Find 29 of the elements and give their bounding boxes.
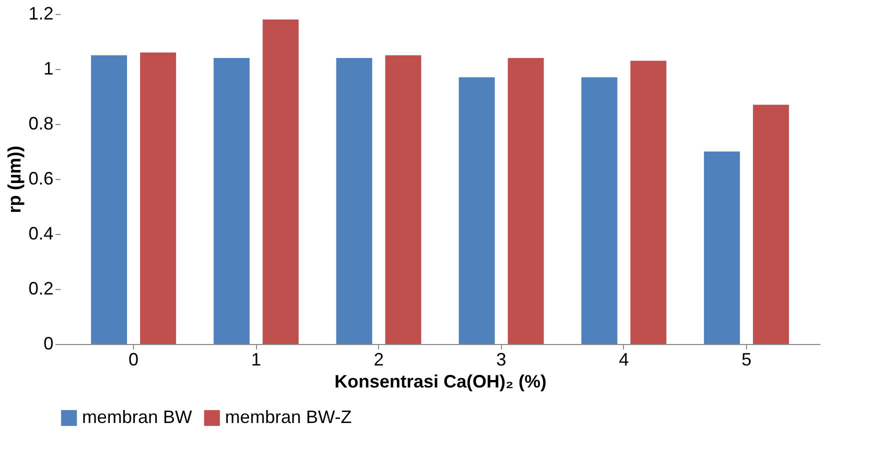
bar	[262, 20, 299, 344]
bar	[752, 104, 789, 344]
y-tick-label: 0.8	[28, 114, 54, 134]
x-tick-label: 0	[128, 350, 139, 370]
bar	[336, 58, 372, 344]
y-axis-title: rp (µm))	[4, 146, 24, 214]
y-tick-label: 0.4	[28, 224, 54, 244]
bar	[140, 52, 176, 344]
y-tick-label: 1	[43, 58, 54, 78]
x-axis-title: Konsentrasi Ca(OH)₂ (%)	[334, 372, 547, 392]
legend-label: membran BW-Z	[225, 407, 352, 427]
bar	[630, 60, 666, 344]
bar	[508, 58, 544, 344]
x-tick-label: 5	[741, 350, 752, 370]
bar	[91, 55, 128, 344]
bar	[704, 152, 740, 344]
x-tick-label: 2	[374, 350, 384, 370]
x-tick-label: 4	[618, 350, 629, 370]
bar	[385, 55, 422, 344]
x-tick-label: 1	[251, 350, 262, 370]
bar	[581, 77, 618, 344]
y-tick-label: 0	[43, 334, 54, 354]
x-tick-label: 3	[496, 350, 506, 370]
y-tick-label: 1.2	[28, 4, 54, 24]
bar	[214, 58, 250, 344]
y-tick-label: 0.6	[28, 168, 54, 188]
bar	[458, 77, 495, 344]
legend-label: membran BW	[82, 407, 192, 427]
y-tick-label: 0.2	[28, 278, 54, 298]
